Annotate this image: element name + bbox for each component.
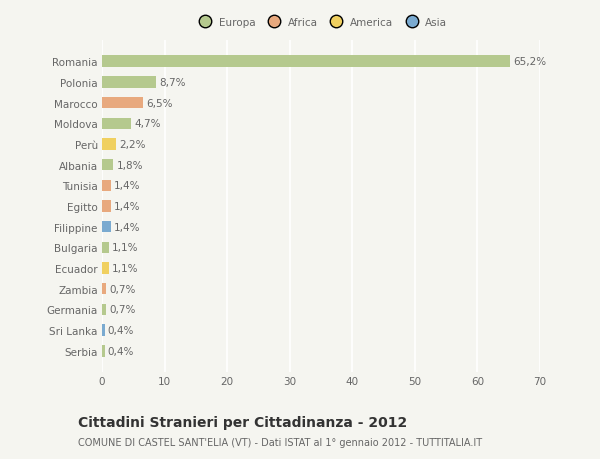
Bar xyxy=(102,304,106,315)
Bar xyxy=(102,98,143,109)
Bar xyxy=(102,325,104,336)
Bar xyxy=(102,139,116,150)
Text: 2,2%: 2,2% xyxy=(119,140,145,150)
Text: 1,4%: 1,4% xyxy=(114,222,140,232)
Bar xyxy=(102,180,111,191)
Text: 1,1%: 1,1% xyxy=(112,243,139,253)
Bar xyxy=(102,56,510,67)
Text: COMUNE DI CASTEL SANT'ELIA (VT) - Dati ISTAT al 1° gennaio 2012 - TUTTITALIA.IT: COMUNE DI CASTEL SANT'ELIA (VT) - Dati I… xyxy=(78,437,482,447)
Bar xyxy=(102,118,131,129)
Bar xyxy=(102,346,104,357)
Bar xyxy=(102,222,111,233)
Bar xyxy=(102,242,109,253)
Text: 1,4%: 1,4% xyxy=(114,202,140,212)
Text: 1,1%: 1,1% xyxy=(112,263,139,274)
Bar xyxy=(102,201,111,212)
Bar xyxy=(102,160,113,171)
Legend: Europa, Africa, America, Asia: Europa, Africa, America, Asia xyxy=(191,13,451,32)
Text: 6,5%: 6,5% xyxy=(146,98,172,108)
Text: 1,4%: 1,4% xyxy=(114,181,140,191)
Text: 0,7%: 0,7% xyxy=(110,284,136,294)
Text: Cittadini Stranieri per Cittadinanza - 2012: Cittadini Stranieri per Cittadinanza - 2… xyxy=(78,415,407,429)
Text: 4,7%: 4,7% xyxy=(134,119,161,129)
Text: 0,4%: 0,4% xyxy=(107,325,134,336)
Bar xyxy=(102,263,109,274)
Text: 0,4%: 0,4% xyxy=(107,346,134,356)
Bar xyxy=(102,77,157,88)
Bar xyxy=(102,284,106,295)
Text: 65,2%: 65,2% xyxy=(513,57,546,67)
Text: 1,8%: 1,8% xyxy=(116,160,143,170)
Text: 8,7%: 8,7% xyxy=(160,78,186,88)
Text: 0,7%: 0,7% xyxy=(110,305,136,315)
